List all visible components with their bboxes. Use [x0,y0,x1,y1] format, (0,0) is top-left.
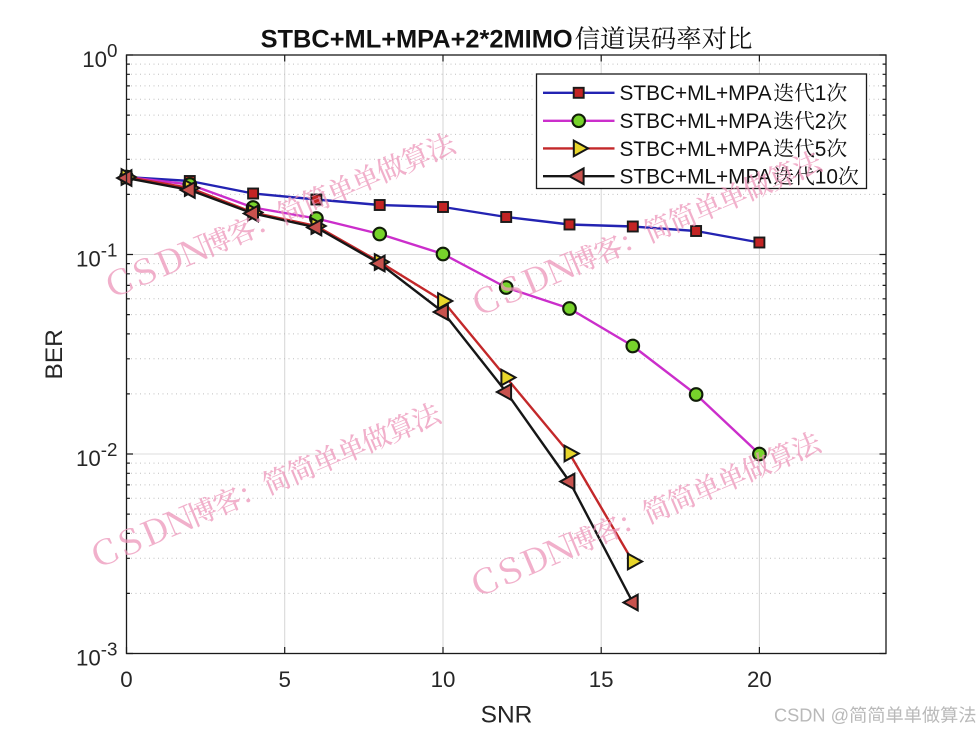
svg-text:10: 10 [815,166,838,189]
svg-text:10: 10 [76,646,101,671]
svg-text:10: 10 [431,667,456,692]
svg-text:2: 2 [815,110,827,133]
svg-text:STBC+ML+MPA: STBC+ML+MPA [620,138,772,161]
svg-text:15: 15 [589,667,614,692]
svg-text:BER: BER [41,329,68,379]
svg-text:0: 0 [120,667,132,692]
svg-text:10: 10 [76,247,101,272]
svg-text:1: 1 [815,82,827,105]
svg-text:STBC+ML+MPA: STBC+ML+MPA [620,82,772,105]
svg-text:STBC+ML+MPA: STBC+ML+MPA [620,166,772,189]
svg-text:10: 10 [82,47,107,72]
svg-text:-1: -1 [101,239,118,260]
svg-text:STBC+ML+MPA: STBC+ML+MPA [620,110,772,133]
svg-text:20: 20 [747,667,772,692]
svg-text:10: 10 [76,446,101,471]
svg-text:-2: -2 [101,439,118,460]
svg-text:SNR: SNR [481,702,533,729]
svg-text:CSDN @: CSDN @ [774,706,849,726]
svg-text:-3: -3 [101,638,118,659]
svg-text:5: 5 [815,138,827,161]
svg-text:STBC+ML+MPA+2*2MIMO: STBC+ML+MPA+2*2MIMO [261,26,573,54]
svg-text:0: 0 [107,40,117,61]
svg-text:5: 5 [278,667,290,692]
